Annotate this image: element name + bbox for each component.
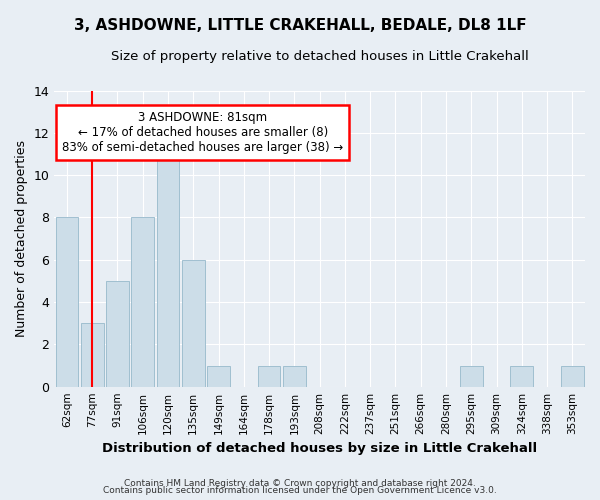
- Bar: [207, 366, 230, 386]
- X-axis label: Distribution of detached houses by size in Little Crakehall: Distribution of detached houses by size …: [102, 442, 537, 455]
- Bar: [182, 260, 205, 386]
- Bar: [106, 281, 129, 386]
- Bar: [511, 366, 533, 386]
- Bar: [56, 218, 78, 386]
- Text: Contains public sector information licensed under the Open Government Licence v3: Contains public sector information licen…: [103, 486, 497, 495]
- Text: Contains HM Land Registry data © Crown copyright and database right 2024.: Contains HM Land Registry data © Crown c…: [124, 478, 476, 488]
- Title: Size of property relative to detached houses in Little Crakehall: Size of property relative to detached ho…: [111, 50, 529, 63]
- Bar: [258, 366, 280, 386]
- Bar: [460, 366, 482, 386]
- Text: 3 ASHDOWNE: 81sqm
← 17% of detached houses are smaller (8)
83% of semi-detached : 3 ASHDOWNE: 81sqm ← 17% of detached hous…: [62, 112, 344, 154]
- Bar: [157, 133, 179, 386]
- Y-axis label: Number of detached properties: Number of detached properties: [15, 140, 28, 337]
- Bar: [561, 366, 584, 386]
- Bar: [283, 366, 306, 386]
- Bar: [81, 323, 104, 386]
- Bar: [131, 218, 154, 386]
- Text: 3, ASHDOWNE, LITTLE CRAKEHALL, BEDALE, DL8 1LF: 3, ASHDOWNE, LITTLE CRAKEHALL, BEDALE, D…: [74, 18, 526, 32]
